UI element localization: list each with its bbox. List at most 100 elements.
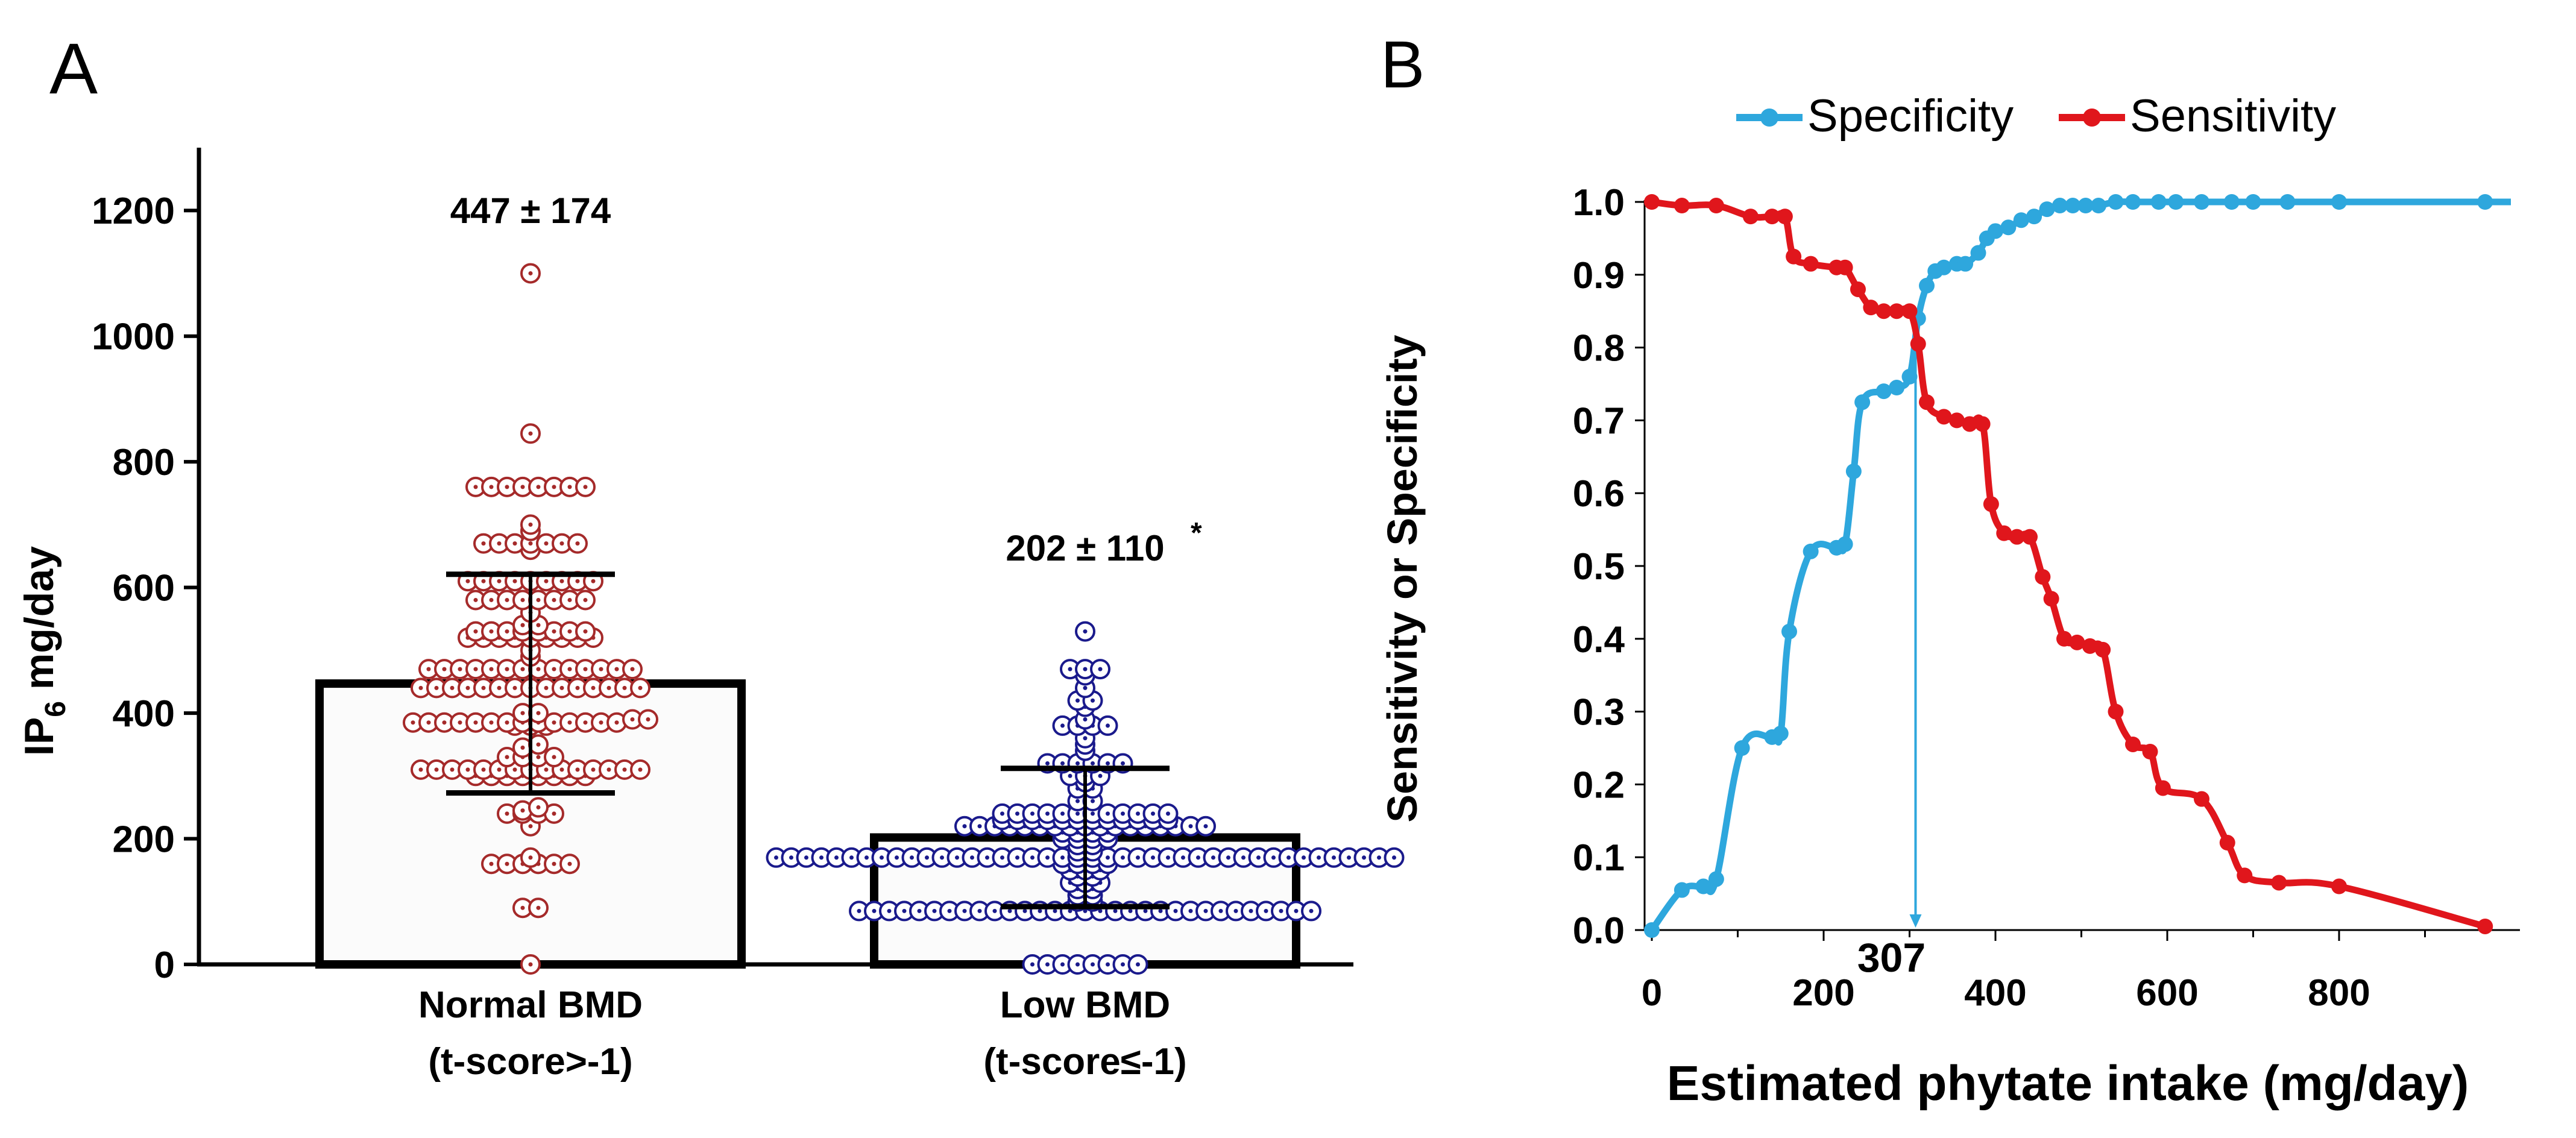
series-point-sensitivity xyxy=(2237,867,2253,884)
data-point-center xyxy=(1143,908,1148,913)
data-point-center xyxy=(962,908,967,913)
panel-b-label: B xyxy=(1381,28,1425,102)
data-point-center xyxy=(1218,908,1223,913)
data-point-center xyxy=(465,579,470,583)
series-point-specificity xyxy=(1919,277,1935,294)
data-point-center xyxy=(1136,855,1140,860)
data-point-center xyxy=(804,855,808,860)
data-point-center xyxy=(434,767,439,772)
series-point-sensitivity xyxy=(1948,412,1965,429)
data-point-center xyxy=(1128,908,1133,913)
panel-b-series xyxy=(1644,194,2511,938)
series-point-specificity xyxy=(2331,194,2347,210)
series-point-specificity xyxy=(1970,245,1986,261)
series-point-specificity xyxy=(2108,194,2124,210)
data-point-center xyxy=(1121,811,1125,816)
series-point-specificity xyxy=(2125,194,2141,210)
data-point-center xyxy=(1030,962,1034,967)
data-point-center xyxy=(520,905,525,910)
series-point-specificity xyxy=(2168,194,2184,210)
data-point-center xyxy=(536,623,541,627)
data-point-center xyxy=(895,855,899,860)
data-point-center xyxy=(418,767,423,772)
data-point-center xyxy=(544,579,549,583)
data-point-center xyxy=(583,597,588,602)
data-point-center xyxy=(473,720,478,725)
data-point-center xyxy=(528,522,533,527)
legend: Specificity Sensitivity xyxy=(1736,90,2336,142)
data-point-center xyxy=(910,855,914,860)
series-point-specificity xyxy=(1901,368,1918,385)
series-point-sensitivity xyxy=(1936,409,1952,425)
data-point-center xyxy=(418,685,423,690)
series-point-sensitivity xyxy=(2056,630,2072,647)
data-point-center xyxy=(528,541,533,546)
data-point-center xyxy=(1000,811,1004,816)
data-point-center xyxy=(552,811,556,816)
data-point-center xyxy=(1075,761,1080,765)
legend-sensitivity-marker xyxy=(2083,108,2101,127)
data-point-center xyxy=(1045,811,1050,816)
series-point-specificity xyxy=(2223,194,2240,210)
data-point-center xyxy=(1083,667,1088,671)
data-point-center xyxy=(512,579,517,583)
series-point-sensitivity xyxy=(2271,875,2287,891)
data-point-center xyxy=(646,717,650,721)
y-tick-label: 1000 xyxy=(92,316,175,358)
data-point-center xyxy=(552,667,556,671)
data-point-center xyxy=(1083,685,1088,690)
data-point-center xyxy=(1188,908,1193,913)
data-point-center xyxy=(1098,773,1103,778)
y-axis-label-sens-spec: Sensitivity or Specificity xyxy=(1379,335,1426,822)
panel-a-label: A xyxy=(49,28,98,109)
data-point-center xyxy=(992,908,997,913)
series-point-specificity xyxy=(1854,394,1871,410)
data-point-center xyxy=(857,908,861,913)
data-point-center xyxy=(489,629,494,634)
data-point-center xyxy=(1286,855,1291,860)
data-point-center xyxy=(872,908,877,913)
series-point-sensitivity xyxy=(1708,198,1724,214)
panel-a-points xyxy=(403,263,1405,975)
series-point-specificity xyxy=(1644,922,1660,938)
data-point-center xyxy=(599,667,603,671)
data-point-center xyxy=(536,711,541,715)
y-axis-label-main: IP xyxy=(16,717,62,756)
data-point-center xyxy=(1098,908,1103,913)
data-point-center xyxy=(1317,855,1321,860)
data-point-center xyxy=(505,861,509,866)
y-tick-label: 1.0 xyxy=(1573,182,1625,224)
data-point-center xyxy=(1038,908,1042,913)
data-point-center xyxy=(505,811,509,816)
series-point-specificity xyxy=(2026,209,2042,225)
data-point-center xyxy=(1151,811,1155,816)
series-point-sensitivity xyxy=(1962,416,1978,432)
series-point-specificity xyxy=(2279,194,2296,210)
series-point-sensitivity xyxy=(2082,638,2098,654)
data-point-center xyxy=(887,908,892,913)
series-point-sensitivity xyxy=(1919,394,1935,410)
legend-specificity-label: Specificity xyxy=(1807,90,2014,142)
y-tick-label: 0 xyxy=(154,945,175,986)
data-point-center xyxy=(638,685,643,690)
series-point-specificity xyxy=(2000,219,2017,236)
data-point-center xyxy=(544,541,549,546)
y-tick-label: 0.8 xyxy=(1573,328,1625,369)
data-point-center xyxy=(1083,908,1088,913)
legend-specificity-marker xyxy=(1760,108,1778,127)
data-point-center xyxy=(505,755,509,759)
data-point-center xyxy=(834,855,839,860)
category-sublabel-low: (t-score≤-1) xyxy=(983,1041,1186,1083)
y-tick-label: 0.5 xyxy=(1573,546,1625,588)
data-point-center xyxy=(1045,855,1050,860)
data-point-center xyxy=(1091,698,1095,703)
series-point-sensitivity xyxy=(1837,259,1853,275)
series-point-specificity xyxy=(2091,198,2106,214)
data-point-center xyxy=(473,485,478,489)
data-point-center xyxy=(819,855,824,860)
series-point-specificity xyxy=(1695,878,1712,894)
series-point-sensitivity xyxy=(2035,569,2051,585)
data-point-center xyxy=(599,720,603,725)
y-tick-label: 0.2 xyxy=(1573,764,1625,806)
data-point-center xyxy=(864,855,869,860)
